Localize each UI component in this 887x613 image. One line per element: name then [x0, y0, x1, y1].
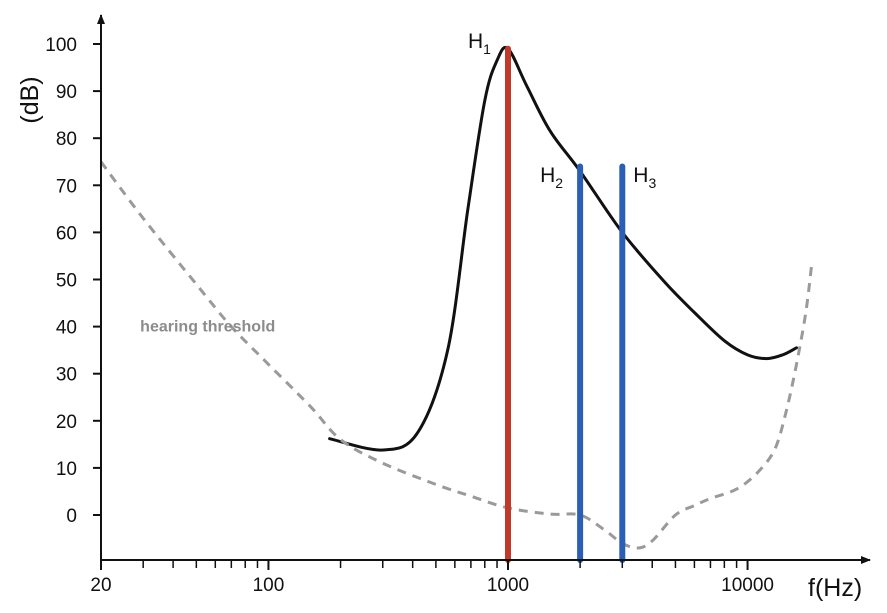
- y-tick-label: 0: [66, 506, 77, 527]
- harmonic-layer: H1 H2 H3: [468, 30, 656, 563]
- y-tick-label: 20: [56, 412, 77, 433]
- harmonic-label-h2: H2: [540, 164, 563, 191]
- y-tick-label: 40: [56, 318, 77, 339]
- y-tick-label: 50: [56, 271, 77, 292]
- x-axis-title: f(Hz): [808, 574, 862, 602]
- x-tick-label: 1000: [487, 575, 529, 596]
- y-tick-label: 60: [56, 223, 77, 244]
- harmonic-label-h1: H1: [468, 30, 491, 57]
- annotation-layer: hearing threshold: [140, 319, 275, 336]
- y-tick-label: 10: [56, 459, 77, 480]
- y-tick-label: 90: [56, 82, 77, 103]
- hearing-threshold-line: [99, 160, 814, 550]
- x-tick-label: 10000: [721, 575, 774, 596]
- y-tick-label: 30: [56, 365, 77, 386]
- harmonic-label-h3: H3: [633, 164, 656, 191]
- series-layer: [99, 46, 814, 550]
- y-tick-label: 80: [56, 129, 77, 150]
- tick-layer: 0 10 20 30 40 50 60 70 80 90 100 20 100 1000 10000: [45, 35, 774, 596]
- hearing-threshold-label: hearing threshold: [140, 319, 275, 336]
- y-tick-label: 70: [56, 176, 77, 197]
- y-tick-label: 100: [45, 35, 77, 56]
- spectrum-envelope-line: [328, 46, 798, 452]
- x-tick-label: 100: [253, 575, 285, 596]
- x-tick-label: 20: [90, 575, 111, 596]
- y-axis-title: (dB): [16, 76, 44, 123]
